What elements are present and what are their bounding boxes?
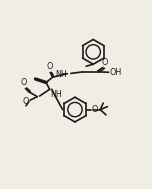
Text: NH: NH	[50, 91, 62, 99]
Text: O: O	[21, 78, 27, 87]
Text: OH: OH	[109, 68, 121, 77]
Text: O: O	[47, 62, 53, 71]
Text: NH: NH	[55, 70, 67, 79]
Text: O: O	[101, 58, 108, 67]
Text: O: O	[92, 105, 98, 114]
Text: O: O	[22, 97, 28, 106]
